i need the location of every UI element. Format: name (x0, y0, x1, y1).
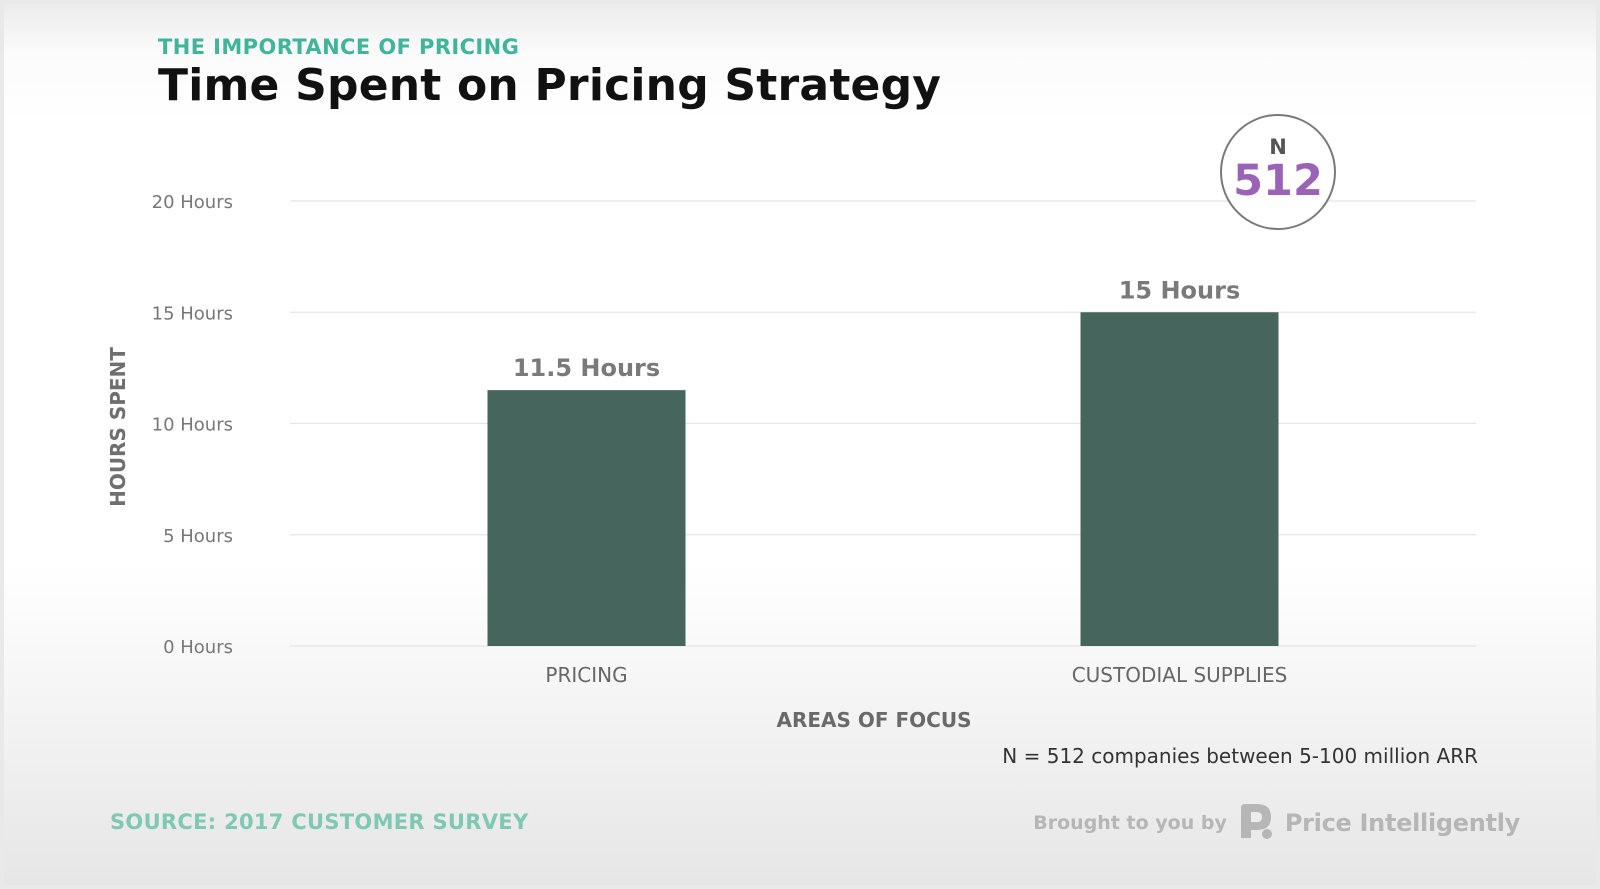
source-text: SOURCE: 2017 CUSTOMER SURVEY (110, 810, 529, 834)
y-tick-label: 5 Hours (163, 526, 233, 547)
sample-size-label: N (1269, 135, 1287, 159)
x-axis-label: AREAS OF FOCUS (777, 708, 972, 732)
bar (487, 390, 686, 646)
bars (487, 312, 1279, 646)
chart-title: Time Spent on Pricing Strategy (158, 60, 942, 111)
x-tick-label: CUSTODIAL SUPPLIES (1072, 663, 1288, 687)
price-intelligently-logo-icon (1237, 802, 1275, 844)
sample-size-badge: N 512 (1220, 114, 1336, 230)
bar-value-label: 15 Hours (1119, 276, 1241, 304)
sample-footnote: N = 512 companies between 5-100 million … (1002, 744, 1478, 768)
y-tick-labels: 0 Hours 5 Hours 10 Hours 15 Hours 20 Hours (152, 192, 233, 658)
y-tick-label: 10 Hours (152, 415, 233, 436)
x-tick-label: PRICING (545, 663, 627, 687)
y-tick-label: 15 Hours (152, 303, 233, 324)
slide: THE IMPORTANCE OF PRICING Time Spent on … (4, 4, 1596, 885)
brand-name: Price Intelligently (1284, 809, 1520, 837)
y-tick-label: 0 Hours (163, 637, 233, 658)
x-tick-labels: PRICING CUSTODIAL SUPPLIES (545, 663, 1287, 687)
brand-credit: Brought to you by Price Intelligently (1033, 804, 1520, 842)
y-axis-label: HOURS SPENT (106, 347, 130, 507)
gridlines (290, 200, 1476, 647)
bar-chart: 0 Hours 5 Hours 10 Hours 15 Hours 20 Hours 1… (106, 192, 1476, 732)
sample-size-value: 512 (1233, 156, 1323, 206)
bar-value-label: 11.5 Hours (513, 354, 660, 382)
eyebrow-text: THE IMPORTANCE OF PRICING (158, 35, 520, 59)
y-tick-label: 20 Hours (152, 192, 233, 213)
brand-prefix: Brought to you by (1033, 812, 1227, 834)
bar (1080, 312, 1279, 646)
data-labels: 11.5 Hours 15 Hours (513, 276, 1240, 382)
